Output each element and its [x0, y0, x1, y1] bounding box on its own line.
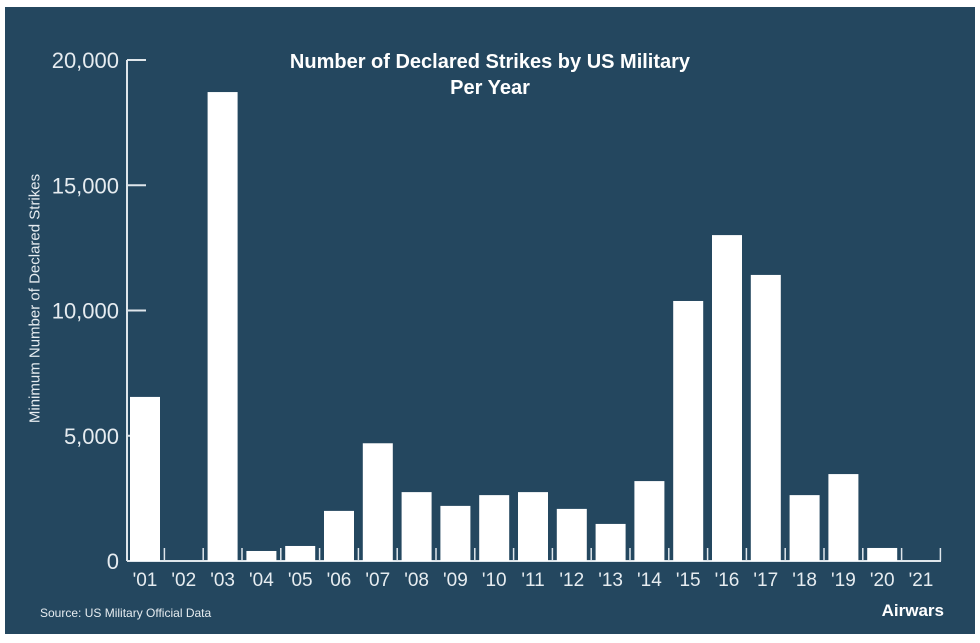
bar	[789, 495, 820, 561]
bar	[673, 300, 704, 561]
source-note: Source: US Military Official Data	[40, 606, 212, 620]
brand-logo: Airwars	[881, 601, 944, 620]
x-tick-label: '11	[521, 570, 544, 591]
bar	[401, 492, 432, 561]
chart-title: Number of Declared Strikes by US Militar…	[289, 51, 691, 73]
bar	[479, 495, 510, 561]
x-tick-label: '08	[404, 570, 429, 591]
bar	[712, 235, 742, 562]
bar	[556, 508, 587, 561]
x-tick-label: '07	[365, 570, 390, 591]
x-tick-label: '21	[909, 570, 934, 591]
bar	[246, 550, 277, 561]
bar	[285, 545, 316, 561]
x-tick-label: '05	[288, 570, 313, 591]
bar	[130, 396, 160, 561]
y-axis-label: Minimum Number of Declared Strikes	[26, 173, 44, 424]
x-tick-label: '15	[676, 570, 701, 591]
x-tick-label: '03	[210, 570, 235, 591]
chart-subtitle: Per Year	[450, 77, 530, 99]
bar	[518, 492, 548, 561]
x-tick-label: '16	[715, 570, 740, 591]
bar	[867, 547, 898, 561]
x-tick-label: '19	[831, 570, 856, 591]
x-tick-label: '18	[792, 570, 817, 591]
bar	[595, 523, 626, 561]
x-tick-label: '02	[171, 570, 196, 591]
x-tick-label: '10	[482, 570, 507, 591]
bar	[750, 274, 781, 561]
y-tick-label: 0	[107, 549, 119, 574]
bar	[440, 505, 471, 561]
x-tick-label: '09	[443, 570, 468, 591]
bar	[634, 481, 665, 561]
bar	[207, 92, 238, 562]
bar	[362, 443, 393, 561]
bar	[828, 474, 859, 561]
y-tick-label: 5,000	[64, 424, 119, 449]
y-tick-label: 10,000	[52, 299, 119, 324]
x-tick-label: '14	[637, 570, 662, 591]
x-tick-label: '13	[598, 570, 623, 591]
y-tick-label: 15,000	[52, 173, 119, 198]
x-tick-label: '06	[327, 570, 352, 591]
x-tick-label: '20	[870, 570, 895, 591]
x-tick-label: '12	[559, 570, 584, 591]
x-tick-label: '17	[753, 570, 778, 591]
x-tick-label: '01	[133, 570, 158, 591]
x-tick-label: '04	[249, 570, 274, 591]
bar	[324, 510, 354, 561]
y-tick-label: 20,000	[52, 48, 119, 73]
